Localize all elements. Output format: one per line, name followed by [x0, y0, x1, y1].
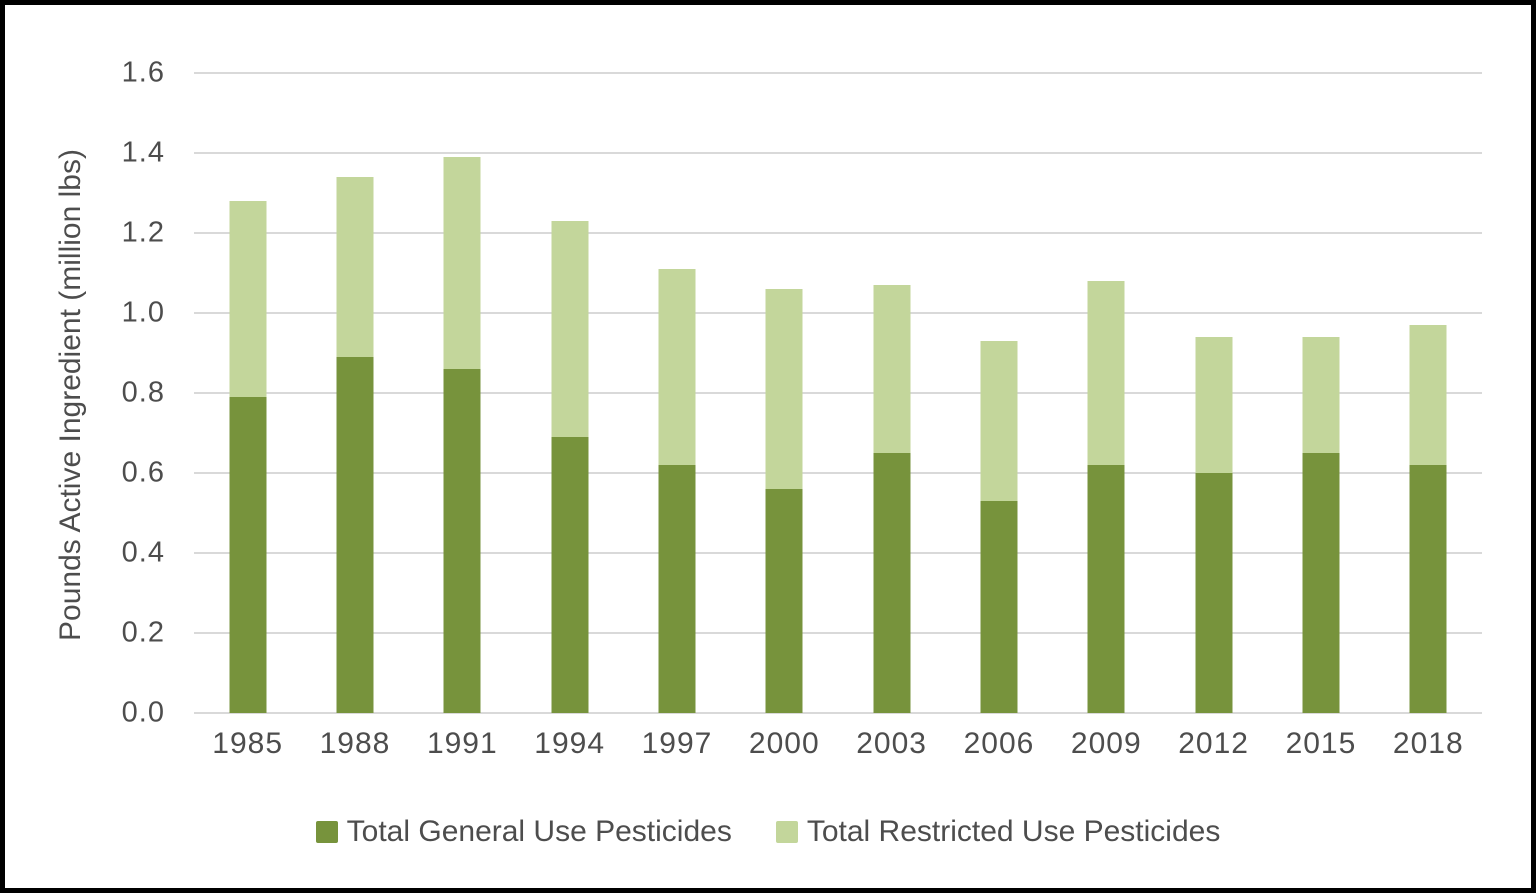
- x-tick-label: 2000: [748, 727, 820, 760]
- gridline: [194, 312, 1482, 314]
- bar-segment: [658, 269, 696, 465]
- x-tick-label: 1988: [319, 727, 391, 760]
- gridline: [194, 712, 1482, 714]
- bar-segment: [1409, 465, 1447, 713]
- category-slot: [409, 73, 516, 713]
- stacked-bar: [980, 73, 1018, 713]
- bar-segment: [1195, 337, 1233, 473]
- gridline: [194, 632, 1482, 634]
- bar-segment: [443, 369, 481, 713]
- stacked-bar: [551, 73, 589, 713]
- bar-segment: [443, 157, 481, 369]
- legend-label: Total Restricted Use Pesticides: [806, 815, 1221, 848]
- y-axis: 0.0 0.2 0.4 0.6 0.8 1.0 1.2 1.4 1.6: [5, 58, 165, 727]
- bar-segment: [765, 489, 803, 713]
- stacked-bar: [1409, 73, 1447, 713]
- stacked-bar: [1087, 73, 1125, 713]
- x-tick-label: 2018: [1392, 727, 1464, 760]
- legend-item: Total General Use Pesticides: [315, 815, 732, 849]
- bar-segment: [1087, 281, 1125, 465]
- gridline: [194, 472, 1482, 474]
- x-tick-label: 1985: [212, 727, 284, 760]
- bar-segment: [765, 289, 803, 489]
- bar-segment: [1087, 465, 1125, 713]
- gridline: [194, 392, 1482, 394]
- bar-segment: [229, 397, 267, 713]
- x-tick-label: 2006: [963, 727, 1035, 760]
- y-tick-label: 0.4: [121, 536, 165, 569]
- category-slot: [1053, 73, 1160, 713]
- category-slot: [1267, 73, 1374, 713]
- y-tick-label: 0.2: [121, 616, 165, 649]
- legend: Total General Use Pesticides Total Restri…: [5, 815, 1531, 849]
- bar-segment: [336, 177, 374, 357]
- x-tick-label: 2009: [1070, 727, 1142, 760]
- category-slot: [731, 73, 838, 713]
- stacked-bar: [229, 73, 267, 713]
- x-axis: 1985 1988 1991 1994 1997 2000 2003 2006 2009 2012…: [194, 727, 1482, 761]
- legend-label: Total General Use Pesticides: [346, 815, 732, 848]
- bar-segment: [1302, 453, 1340, 713]
- bar-segment: [551, 437, 589, 713]
- x-tick-label: 1997: [641, 727, 713, 760]
- bar-segment: [980, 341, 1018, 501]
- stacked-bar: [1302, 73, 1340, 713]
- legend-item: Total Restricted Use Pesticides: [775, 815, 1221, 849]
- stacked-bar: [658, 73, 696, 713]
- bar-segment: [336, 357, 374, 713]
- legend-marker-icon: [315, 821, 338, 843]
- y-tick-label: 0.6: [121, 456, 165, 489]
- bar-segment: [1409, 325, 1447, 465]
- bar-segment: [1195, 473, 1233, 713]
- category-slot: [1160, 73, 1267, 713]
- x-tick-label: 2003: [856, 727, 927, 760]
- x-tick-label: 1991: [426, 727, 498, 760]
- bar-segment: [980, 501, 1018, 713]
- bar-segment: [658, 465, 696, 713]
- bar-segment: [873, 453, 911, 713]
- bar-segment: [873, 285, 911, 453]
- stacked-bar: [1195, 73, 1233, 713]
- y-tick-label: 1.4: [121, 136, 165, 169]
- category-slot: [516, 73, 623, 713]
- x-tick-label: 2015: [1285, 727, 1357, 760]
- category-slot: [194, 73, 301, 713]
- stacked-bar: [873, 73, 911, 713]
- stacked-bar: [443, 73, 481, 713]
- y-tick-label: 1.6: [121, 56, 165, 89]
- gridline: [194, 232, 1482, 234]
- category-slot: [1375, 73, 1482, 713]
- y-tick-label: 1.0: [121, 296, 165, 329]
- stacked-bar: [765, 73, 803, 713]
- x-tick-label: 2012: [1178, 727, 1249, 760]
- y-tick-label: 0.8: [121, 376, 165, 409]
- category-slot: [945, 73, 1052, 713]
- bar-segment: [1302, 337, 1340, 453]
- category-slot: [838, 73, 945, 713]
- x-tick-label: 1994: [534, 727, 606, 760]
- legend-marker-icon: [775, 821, 798, 843]
- bar-segment: [229, 201, 267, 397]
- stacked-bar: [336, 73, 374, 713]
- y-tick-label: 1.2: [121, 216, 165, 249]
- gridline: [194, 72, 1482, 74]
- gridline: [194, 152, 1482, 154]
- category-slot: [301, 73, 408, 713]
- plot-area: [194, 72, 1482, 714]
- category-slot: [623, 73, 730, 713]
- bar-segment: [551, 221, 589, 437]
- y-tick-label: 0.0: [121, 696, 165, 729]
- gridline: [194, 552, 1482, 554]
